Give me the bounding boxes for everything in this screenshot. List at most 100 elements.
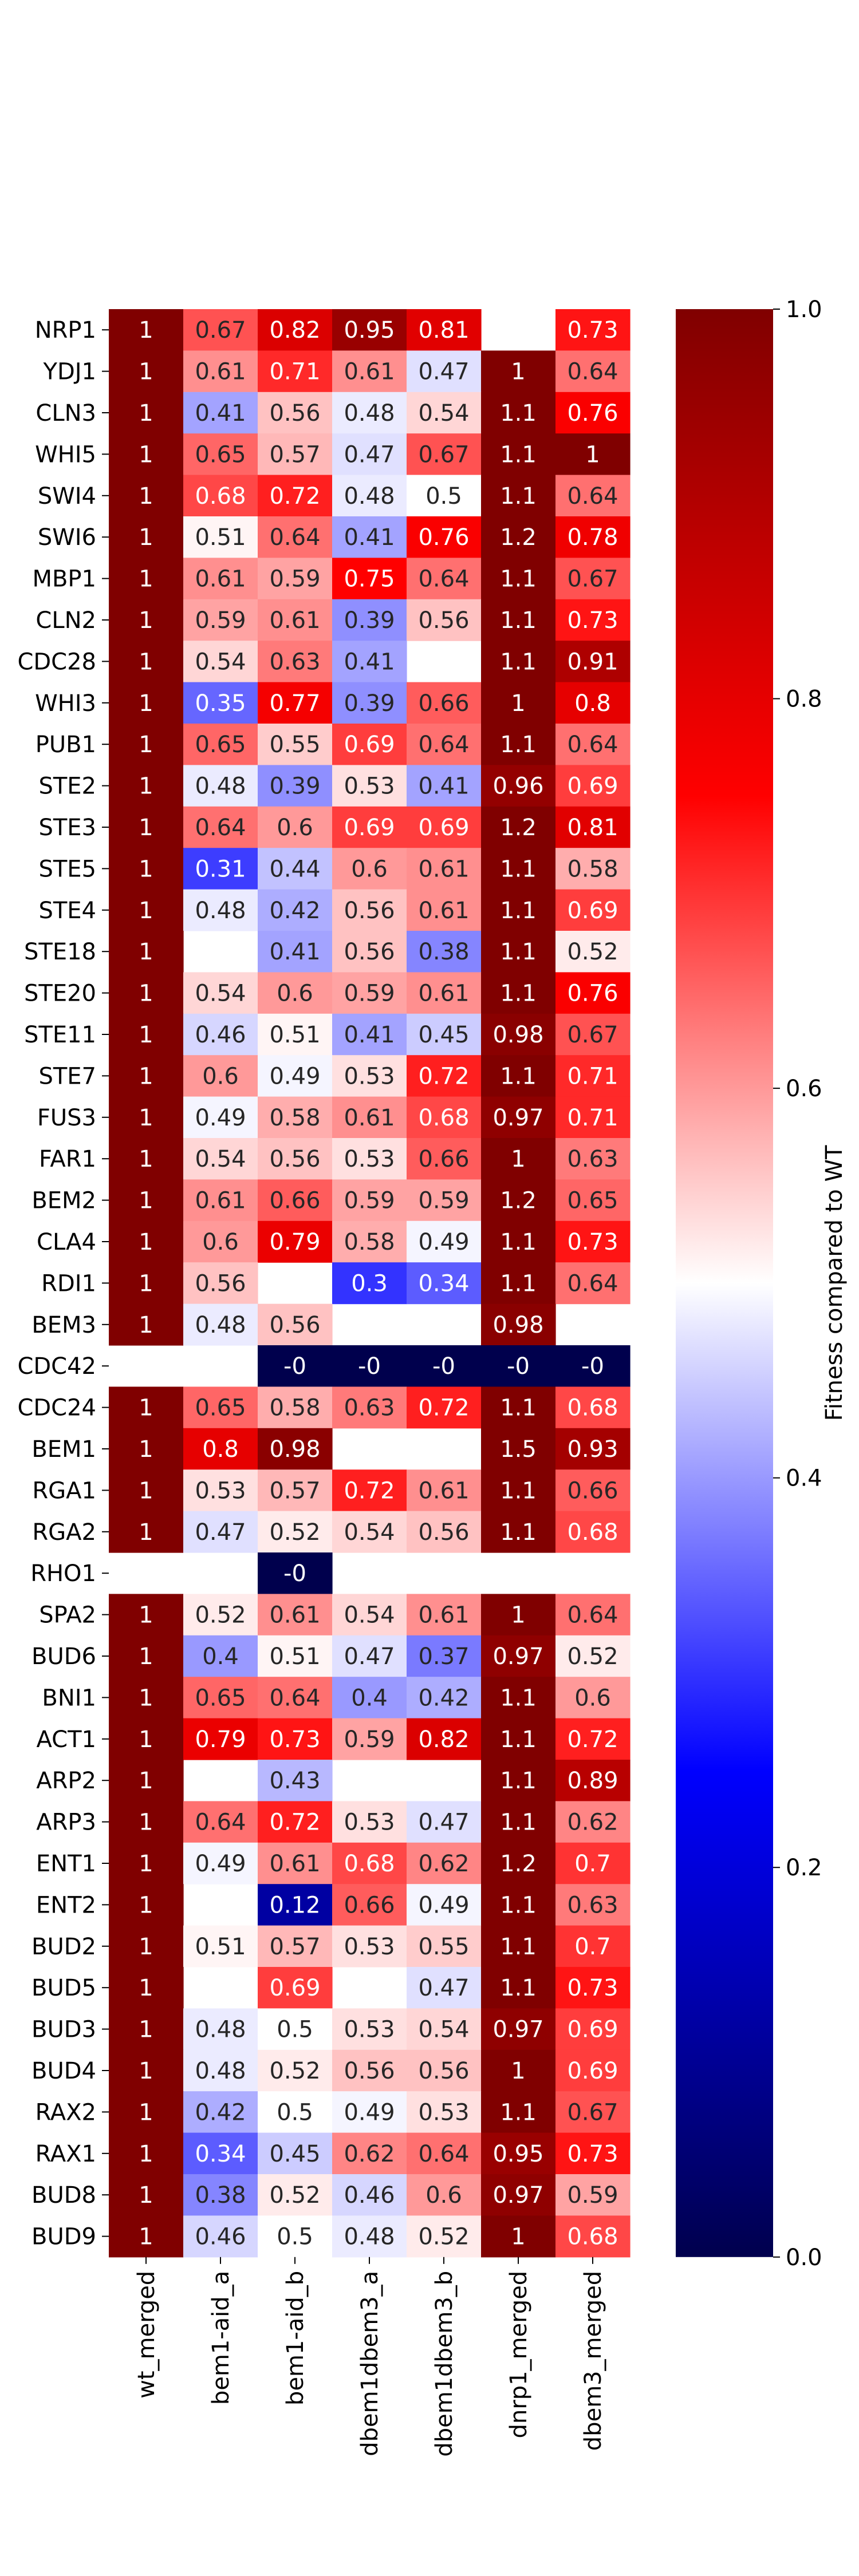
cell-value-label: 0.61: [344, 1105, 395, 1131]
cell-value-label: 1: [139, 1892, 153, 1918]
cell-value-label: 0.7: [574, 1934, 611, 1960]
cell-value-label: 1: [139, 524, 153, 551]
heatmap-cell: [332, 433, 407, 476]
heatmap-cell: [109, 641, 184, 683]
heatmap-cell: [109, 806, 184, 848]
cell-value-label: 0.98: [492, 1022, 543, 1048]
heatmap-cell: [109, 1428, 184, 1470]
cell-value-label: 1: [139, 2182, 153, 2208]
cell-value-label: 1: [139, 1105, 153, 1131]
heatmap-cell: [258, 2132, 333, 2175]
cell-value-label: 1: [139, 2058, 153, 2084]
heatmap-cell: [332, 931, 407, 973]
cell-value-label: 0.54: [418, 2017, 469, 2043]
cell-value-label: 0.65: [567, 1188, 618, 1214]
cell-value-label: 1: [139, 1063, 153, 1089]
heatmap-cell: [555, 2215, 631, 2258]
heatmap-cell: [183, 2008, 258, 2050]
cell-value-label: 0.56: [344, 898, 395, 924]
heatmap-cell: [481, 475, 556, 517]
cell-value-label: 0.72: [418, 1063, 469, 1089]
heatmap-cell: [183, 309, 258, 351]
cell-value-label: 0.62: [567, 1809, 618, 1836]
heatmap-cell: [258, 2008, 333, 2050]
heatmap-cell: [332, 350, 407, 393]
heatmap-cell: [555, 350, 631, 393]
cell-value-label: 1.1: [500, 2099, 537, 2125]
heatmap-cell: [407, 1925, 482, 1967]
row-label: STE11: [24, 1022, 96, 1048]
heatmap-cell: [407, 1635, 482, 1677]
cell-value-label: 0.61: [418, 981, 469, 1007]
cell-value-label: 0.95: [492, 2141, 543, 2167]
heatmap-cell: [407, 848, 482, 890]
cell-value-label: 0.56: [269, 1146, 320, 1172]
cell-value-label: 0.41: [269, 939, 320, 965]
cell-value-label: 1: [139, 898, 153, 924]
heatmap-cell: [407, 889, 482, 931]
cell-value-label: 0.68: [418, 1105, 469, 1131]
heatmap-cell: [555, 2091, 631, 2134]
colorbar-tick-label: 0.6: [786, 1076, 822, 1102]
cell-value-label: 1: [139, 400, 153, 426]
cell-value-label: 0.53: [195, 1477, 246, 1504]
heatmap-cell: [109, 972, 184, 1014]
heatmap-cell: [258, 848, 333, 890]
heatmap-cell: [332, 1013, 407, 1056]
heatmap-cell: [332, 1842, 407, 1884]
cell-value-label: 0.65: [195, 1685, 246, 1711]
heatmap-cell: [258, 350, 333, 393]
cell-value-label: 0.45: [418, 1022, 469, 1048]
cell-value-label: 0.81: [418, 317, 469, 343]
cell-value-label: 0.49: [195, 1851, 246, 1877]
heatmap-cell: [109, 1138, 184, 1180]
cell-value-label: 0.76: [567, 981, 618, 1007]
heatmap-cell: [332, 1345, 407, 1387]
row-label: FAR1: [39, 1146, 96, 1172]
heatmap-cell: [258, 475, 333, 517]
heatmap-cell: [481, 2008, 556, 2050]
heatmap-cell: [183, 2215, 258, 2258]
heatmap-cell: [183, 1594, 258, 1636]
heatmap-cell: [407, 350, 482, 393]
row-label: STE4: [38, 898, 96, 924]
heatmap-cell: [555, 1801, 631, 1843]
heatmap-cell: [481, 1677, 556, 1719]
cell-value-label: 0.61: [269, 1602, 320, 1629]
cell-value-label: 0.54: [344, 1519, 395, 1546]
heatmap-cell: [555, 558, 631, 600]
cell-value-label: 0.52: [195, 1602, 246, 1629]
heatmap-cell: [555, 1220, 631, 1263]
cell-value-label: 0.68: [567, 2224, 618, 2250]
heatmap-cell: [109, 599, 184, 641]
heatmap-cell: [183, 2132, 258, 2175]
cell-value-label: 0.95: [344, 317, 395, 343]
heatmap-cell: [258, 1760, 333, 1801]
heatmap-cell: [109, 1511, 184, 1553]
cell-value-label: 0.41: [195, 400, 246, 426]
heatmap-cell: [109, 392, 184, 434]
cell-value-label: 0.4: [202, 1643, 239, 1670]
row-label: SWI4: [38, 483, 96, 509]
cell-value-label: 0.55: [418, 1934, 469, 1960]
cell-value-label: 1.1: [500, 607, 537, 634]
heatmap-cell: [481, 1511, 556, 1553]
cell-value-label: -0: [507, 1353, 530, 1380]
heatmap-cell: [481, 1884, 556, 1926]
heatmap-cell: [407, 972, 482, 1014]
heatmap-cell: [481, 1262, 556, 1305]
heatmap-cell: [407, 1055, 482, 1097]
cell-value-label: 0.38: [418, 939, 469, 965]
heatmap-cell: [481, 765, 556, 807]
heatmap-cell: [332, 1594, 407, 1636]
row-label: CLA4: [37, 1229, 96, 1255]
cell-value-label: 0.5: [425, 483, 462, 509]
cell-value-label: 1: [139, 1809, 153, 1836]
cell-value-label: 1.1: [500, 1975, 537, 2001]
heatmap-cell: [109, 2049, 184, 2092]
cell-value-label: 0.61: [195, 359, 246, 385]
cell-value-label: 1: [139, 317, 153, 343]
cell-value-label: 1.1: [500, 483, 537, 509]
cell-value-label: 0.64: [418, 566, 469, 592]
